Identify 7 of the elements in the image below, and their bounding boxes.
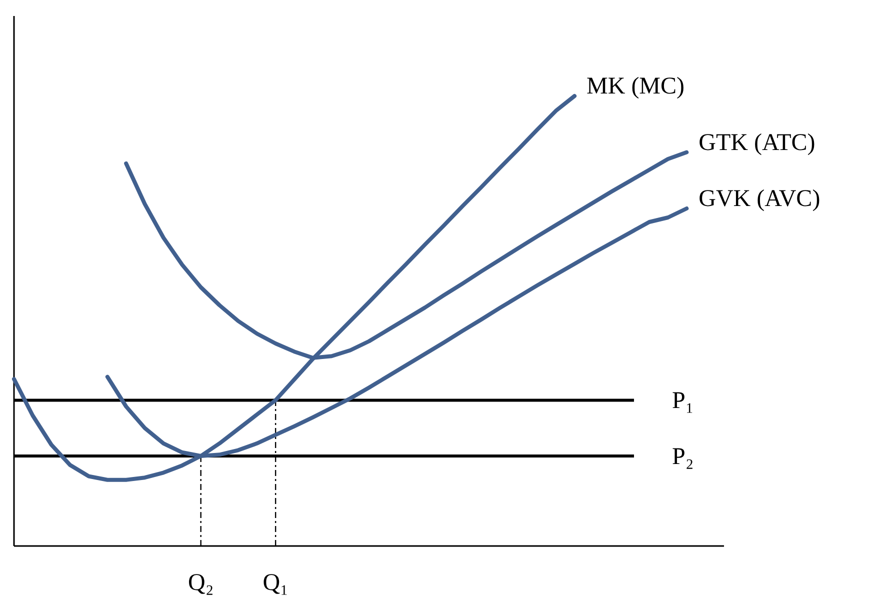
ref-line-label: P₂: [672, 444, 694, 470]
ref-line-label: P₁: [672, 388, 694, 414]
x-tick-label: Q₁: [262, 570, 288, 596]
x-tick-label: Q₂: [188, 570, 214, 596]
series-label: GTK (ATC): [698, 130, 816, 156]
series-label: MK (MC): [586, 74, 685, 100]
series-label: GVK (AVC): [698, 186, 820, 212]
